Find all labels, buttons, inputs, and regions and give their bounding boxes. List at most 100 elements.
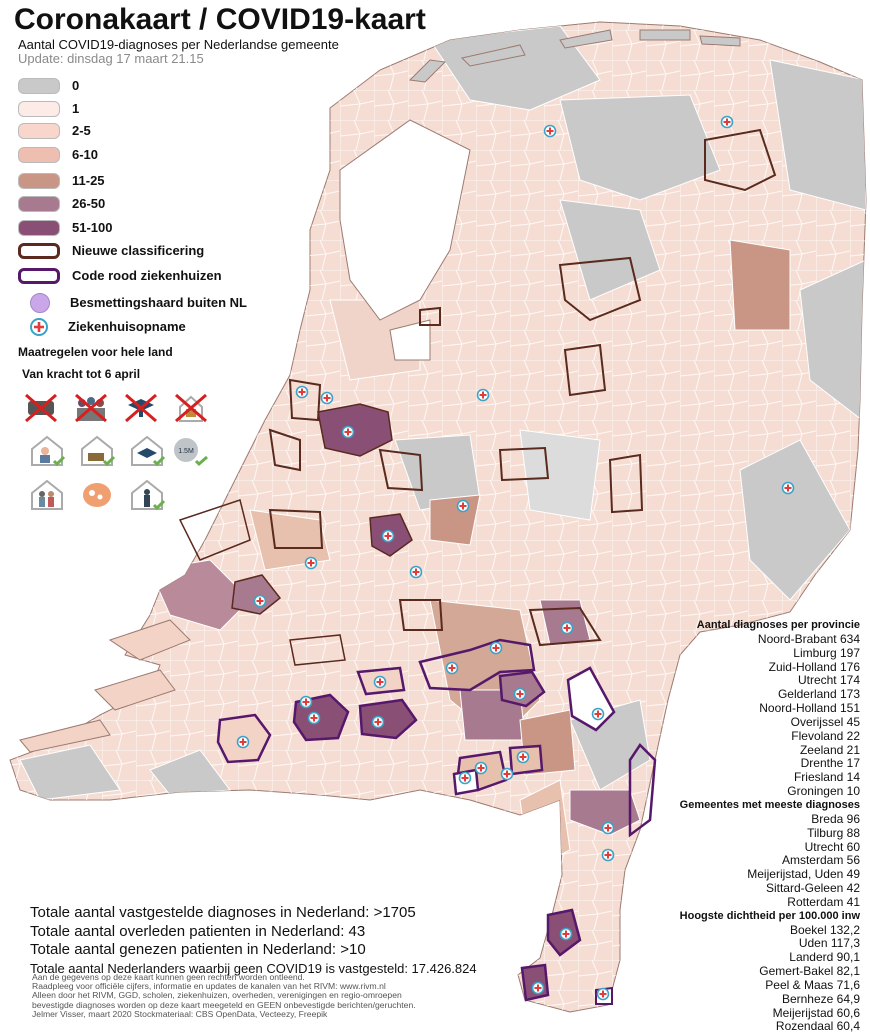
statistics-panel: Aantal diagnoses per provincie Noord-Bra…	[620, 619, 860, 1034]
hospital-marker-icon	[781, 481, 795, 495]
hospital-marker-icon	[371, 715, 385, 729]
legend-label-new-classification: Nieuwe classificering	[72, 243, 205, 258]
legend-label-code-red: Code rood ziekenhuizen	[72, 268, 222, 283]
density-row: Rozendaal 60,4	[775, 1019, 860, 1034]
legend-label-hospital: Ziekenhuisopname	[68, 319, 186, 334]
hospital-marker-icon	[474, 761, 488, 775]
stay-home-icon	[131, 479, 166, 511]
hospital-marker-icon	[299, 695, 313, 709]
stay-home-sick-icon	[81, 435, 116, 467]
hospital-marker-icon	[445, 661, 459, 675]
svg-text:1.5M: 1.5M	[178, 448, 194, 455]
legend-item-1: 1	[18, 99, 79, 119]
hospital-marker-icon	[720, 115, 734, 129]
legend-label-1: 1	[72, 101, 80, 116]
total-diagnoses: Totale aantal vastgestelde diagnoses in …	[30, 904, 416, 921]
footnote-line: Jelmer Visser, maart 2020 Stockmateriaal…	[32, 1008, 328, 1019]
hospital-marker-icon	[596, 987, 610, 1001]
distance-icon: 1.5M	[174, 438, 208, 467]
total-negative: Totale aantal Nederlanders waarbij geen …	[30, 960, 477, 976]
legend-swatch-6-10	[18, 147, 60, 163]
density-row: Gemert-Bakel 82,1	[759, 964, 860, 979]
legend-swatch-51-100	[18, 220, 60, 236]
no-crowds-icon	[75, 393, 107, 423]
outbreak-dot-icon	[30, 293, 50, 313]
legend-label-2-5: 2-5	[72, 123, 91, 138]
municipality-row: Breda 96	[811, 811, 860, 826]
hospital-marker-icon	[601, 821, 615, 835]
legend-label-outbreak-abroad: Besmettingshaard buiten NL	[70, 295, 247, 310]
measures-title: Maatregelen voor hele land	[18, 345, 173, 359]
hospital-marker-icon	[559, 927, 573, 941]
province-row: Noord-Holland 151	[759, 701, 860, 716]
legend-item-hospital: Ziekenhuisopname	[18, 317, 186, 337]
hospital-marker-icon	[531, 981, 545, 995]
legend-item-code-red: Code rood ziekenhuizen	[18, 266, 222, 286]
legend-item-0: 0	[18, 76, 79, 96]
hospital-marker-icon	[304, 556, 318, 570]
total-recovered: Totale aantal genezen patienten in Neder…	[30, 941, 366, 958]
footnote-line: Raadpleeg voor officiële cijfers, inform…	[32, 981, 386, 992]
legend-item-2-5: 2-5	[18, 121, 91, 141]
school-open-icon	[131, 435, 166, 467]
total-deceased: Totale aantal overleden patienten in Ned…	[30, 922, 366, 940]
legend-item-new-classification: Nieuwe classificering	[18, 241, 204, 261]
legend-label-6-10: 6-10	[72, 147, 99, 162]
hospital-marker-icon	[458, 771, 472, 785]
hospital-marker-icon	[236, 735, 250, 749]
province-row: Limburg 197	[793, 645, 860, 660]
footnotes: Aan de gegevens op deze kaart kunnen gee…	[32, 972, 416, 1019]
province-heading: Aantal diagnoses per provincie	[696, 619, 860, 631]
update-timestamp: Update: dinsdag 17 maart 21.15	[18, 51, 204, 66]
hospital-marker-icon	[513, 687, 527, 701]
legend-item-26-50: 26-50	[18, 194, 105, 214]
province-row: Groningen 10	[787, 784, 860, 799]
density-row: Uden 117,3	[798, 936, 860, 951]
density-row: Bernheze 64,9	[781, 991, 860, 1006]
hospital-icon	[30, 318, 48, 336]
legend-item-6-10: 6-10	[18, 145, 98, 165]
municipality-row: Rotterdam 41	[787, 894, 860, 909]
legend-swatch-0	[18, 78, 60, 94]
hospital-marker-icon	[320, 391, 334, 405]
protect-elderly-icon	[31, 479, 63, 510]
legend-label-26-50: 26-50	[72, 196, 106, 211]
legend-swatch-26-50	[18, 196, 60, 212]
hospital-marker-icon	[601, 848, 615, 862]
province-row: Overijssel 45	[790, 714, 860, 729]
hospital-marker-icon	[307, 711, 321, 725]
municipality-row: Tilburg 88	[807, 825, 860, 840]
legend-label-11-25: 11-25	[72, 173, 105, 188]
hospital-marker-icon	[409, 565, 423, 579]
hospital-marker-icon	[295, 385, 309, 399]
hospital-markers	[236, 115, 795, 1001]
national-totals: Totale aantal vastgestelde diagnoses in …	[30, 904, 477, 976]
hospital-marker-icon	[253, 594, 267, 608]
hospital-marker-icon	[543, 124, 557, 138]
province-row: Flevoland 22	[791, 728, 860, 743]
legend-swatch-1	[18, 101, 60, 117]
hospital-marker-icon	[373, 675, 387, 689]
hospital-marker-icon	[489, 641, 503, 655]
wash-hands-icon	[83, 483, 111, 507]
municipality-row: Utrecht 60	[804, 839, 860, 854]
legend-label-51-100: 51-100	[72, 220, 113, 235]
province-row: Zeeland 21	[799, 742, 860, 757]
province-row: Drenthe 17	[800, 756, 860, 771]
density-row: Boekel 132,2	[789, 922, 860, 937]
hospital-marker-icon	[381, 529, 395, 543]
density-heading: Hoogste dichtheid per 100.000 inw	[679, 909, 860, 922]
work-from-home-icon	[31, 435, 66, 467]
legend-item-outbreak-abroad: Besmettingshaard buiten NL	[18, 293, 247, 313]
legend-swatch-new-classification	[18, 243, 60, 259]
hospital-marker-icon	[476, 388, 490, 402]
density-row: Landerd 90,1	[789, 950, 860, 965]
legend-swatch-2-5	[18, 123, 60, 139]
schools-closed-icon	[125, 393, 157, 423]
legend-swatch-code-red	[18, 268, 60, 284]
footnote-line: Alleen door het RIVM, GGD, scholen, ziek…	[32, 990, 402, 1001]
map-title: Coronakaart / COVID19-kaart	[14, 3, 426, 36]
no-handshake-icon	[25, 393, 57, 423]
density-row: Meijerijstad 60,6	[772, 1005, 860, 1020]
legend-item-11-25: 11-25	[18, 171, 105, 191]
